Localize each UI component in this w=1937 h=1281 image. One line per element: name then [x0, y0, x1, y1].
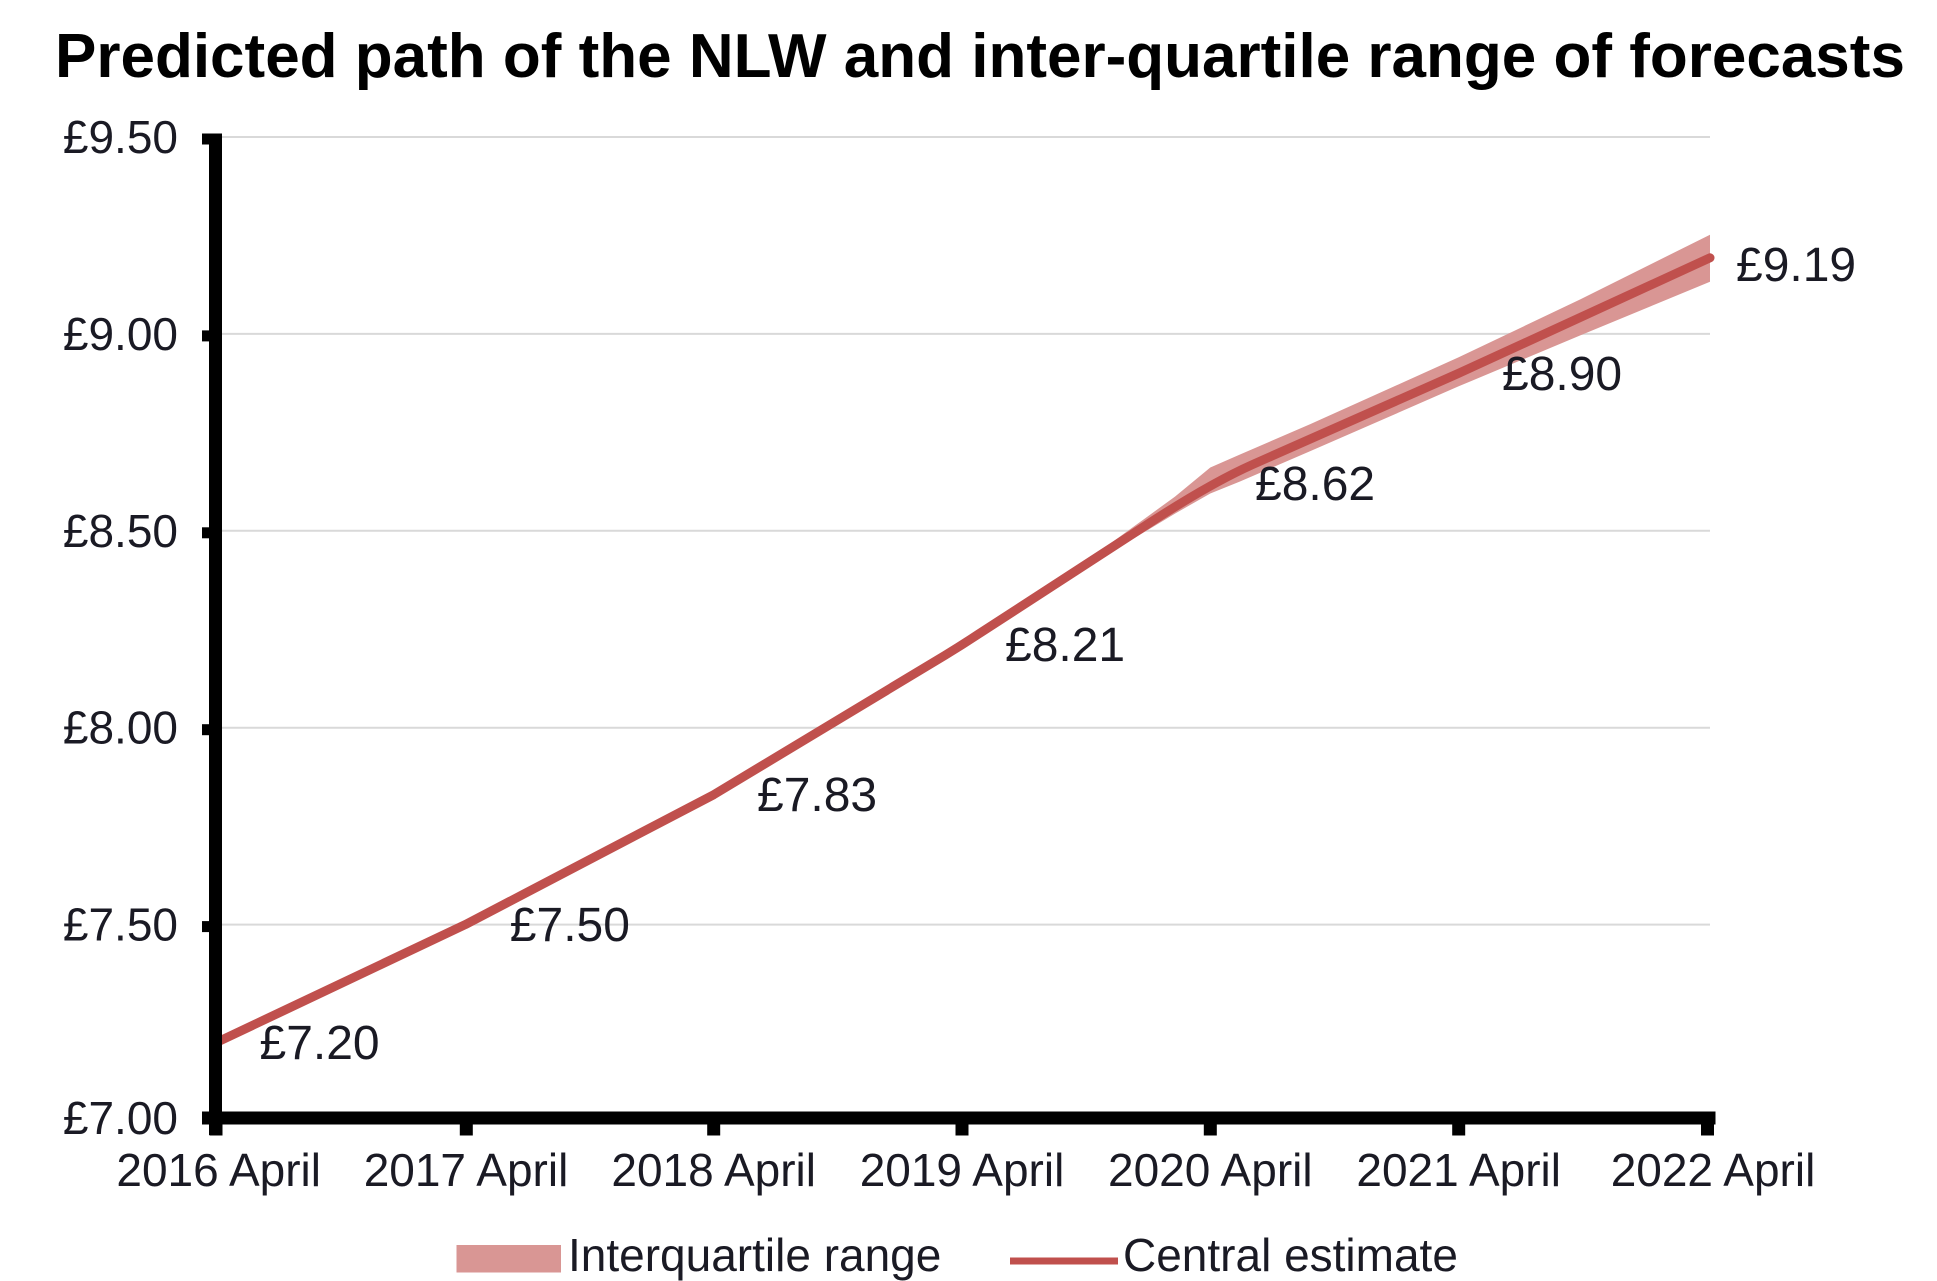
svg-text:2018 April: 2018 April [611, 1144, 816, 1196]
svg-text:2022 April: 2022 April [1611, 1144, 1816, 1196]
svg-text:£7.50: £7.50 [510, 899, 630, 952]
svg-text:£8.21: £8.21 [1005, 619, 1125, 672]
svg-text:2019 April: 2019 April [860, 1144, 1065, 1196]
svg-text:£7.00: £7.00 [63, 1092, 178, 1144]
svg-text:2017 April: 2017 April [364, 1144, 569, 1196]
svg-text:£7.20: £7.20 [260, 1017, 380, 1070]
svg-text:2021 April: 2021 April [1356, 1144, 1561, 1196]
svg-text:£7.83: £7.83 [757, 769, 877, 822]
svg-text:£7.50: £7.50 [63, 899, 178, 951]
svg-text:£8.90: £8.90 [1502, 348, 1622, 401]
svg-text:£9.00: £9.00 [63, 308, 178, 360]
svg-text:£8.62: £8.62 [1255, 458, 1375, 511]
svg-text:£8.00: £8.00 [63, 702, 178, 754]
svg-text:Interquartile range: Interquartile range [568, 1229, 941, 1281]
svg-text:Central estimate: Central estimate [1123, 1229, 1458, 1281]
svg-text:Predicted path of the NLW and: Predicted path of the NLW and inter-quar… [55, 22, 1905, 91]
svg-text:£9.50: £9.50 [63, 111, 178, 163]
svg-text:2016 April: 2016 April [116, 1144, 321, 1196]
svg-text:£9.19: £9.19 [1736, 239, 1856, 292]
svg-text:£8.50: £8.50 [63, 505, 178, 557]
svg-text:2020 April: 2020 April [1108, 1144, 1313, 1196]
